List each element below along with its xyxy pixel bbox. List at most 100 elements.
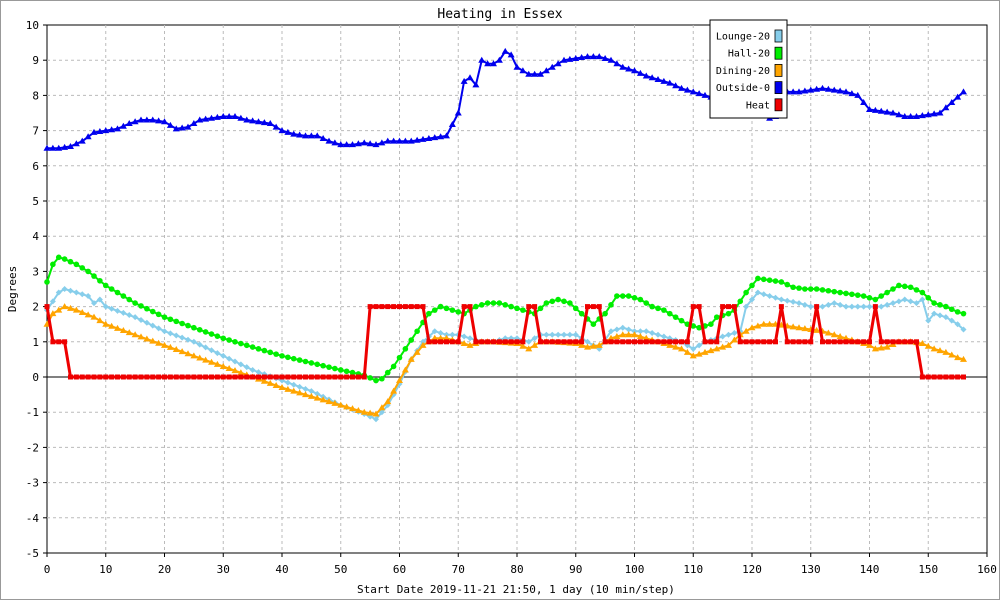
- data-point-hall-20: [408, 337, 415, 343]
- data-point-lounge-20: [255, 369, 262, 376]
- data-point-hall-20: [214, 333, 221, 339]
- data-point-heat: [837, 339, 843, 345]
- data-point-heat: [491, 339, 496, 345]
- data-point-lounge-20: [895, 298, 902, 305]
- legend-label-hall-20: Hall-20: [728, 49, 770, 60]
- data-point-hall-20: [690, 323, 697, 329]
- data-point-hall-20: [144, 305, 150, 312]
- data-point-lounge-20: [825, 301, 832, 308]
- legend-swatch-hall-20: [774, 46, 783, 60]
- data-point-outside-0: [883, 108, 891, 115]
- data-point-outside-0: [172, 125, 180, 132]
- data-point-dining-20: [137, 333, 145, 340]
- data-point-lounge-20: [649, 330, 656, 336]
- data-point-hall-20: [120, 293, 127, 299]
- data-point-hall-20: [238, 340, 244, 347]
- data-point-outside-0: [372, 141, 380, 148]
- data-point-heat: [261, 374, 267, 380]
- y-tick-label: 9: [32, 54, 39, 67]
- data-point-hall-20: [326, 364, 332, 370]
- data-point-hall-20: [743, 289, 749, 296]
- data-point-dining-20: [595, 341, 603, 348]
- data-point-hall-20: [520, 307, 526, 313]
- data-point-lounge-20: [120, 309, 127, 316]
- data-point-heat: [144, 374, 150, 380]
- data-point-dining-20: [290, 387, 298, 394]
- data-point-outside-0: [619, 63, 627, 70]
- data-point-hall-20: [437, 303, 444, 310]
- data-point-heat: [308, 374, 314, 380]
- data-point-heat: [103, 374, 109, 380]
- legend-swatch-heat: [774, 98, 783, 112]
- data-point-outside-0: [407, 137, 415, 144]
- data-point-outside-0: [343, 141, 351, 148]
- data-point-hall-20: [960, 310, 967, 317]
- data-point-heat: [855, 339, 861, 345]
- data-point-heat: [790, 339, 796, 345]
- legend-swatch-lounge-20: [774, 29, 783, 43]
- data-point-hall-20: [349, 369, 356, 376]
- data-point-heat: [784, 339, 790, 345]
- data-point-outside-0: [190, 120, 198, 127]
- x-tick-label: 120: [742, 563, 762, 576]
- data-point-heat: [573, 339, 579, 345]
- data-point-heat: [473, 339, 479, 345]
- data-point-outside-0: [807, 86, 815, 93]
- data-point-hall-20: [478, 302, 485, 308]
- y-tick-label: -4: [26, 512, 40, 525]
- data-point-heat: [167, 374, 173, 380]
- data-point-dining-20: [155, 339, 163, 346]
- data-point-outside-0: [507, 51, 515, 58]
- data-point-hall-20: [696, 324, 702, 331]
- data-point-heat: [279, 374, 285, 380]
- data-point-hall-20: [343, 368, 350, 375]
- data-point-outside-0: [907, 113, 915, 120]
- data-point-heat: [532, 304, 538, 310]
- data-point-outside-0: [566, 55, 574, 62]
- data-point-outside-0: [119, 122, 127, 129]
- data-point-dining-20: [936, 347, 944, 354]
- data-point-outside-0: [495, 56, 503, 63]
- x-tick-label: 60: [393, 563, 406, 576]
- data-point-outside-0: [625, 65, 633, 72]
- data-point-lounge-20: [308, 388, 315, 395]
- data-point-dining-20: [730, 336, 738, 343]
- data-point-outside-0: [272, 123, 280, 130]
- data-point-lounge-20: [373, 416, 379, 423]
- x-tick-label: 100: [625, 563, 645, 576]
- data-point-outside-0: [695, 90, 703, 97]
- data-point-heat: [367, 304, 373, 310]
- data-point-heat: [820, 339, 825, 345]
- data-point-hall-20: [813, 286, 820, 292]
- x-tick-label: 80: [510, 563, 523, 576]
- data-point-outside-0: [889, 109, 897, 116]
- x-tick-label: 90: [569, 563, 582, 576]
- data-point-lounge-20: [149, 322, 156, 329]
- data-point-heat: [919, 374, 925, 380]
- data-point-heat: [714, 339, 720, 345]
- data-point-lounge-20: [55, 289, 62, 296]
- data-point-lounge-20: [102, 303, 109, 310]
- data-point-heat: [44, 304, 50, 310]
- data-point-hall-20: [396, 354, 403, 361]
- data-point-outside-0: [96, 127, 104, 134]
- data-point-hall-20: [185, 322, 191, 329]
- data-point-dining-20: [883, 343, 891, 350]
- x-tick-label: 140: [860, 563, 880, 576]
- data-point-dining-20: [49, 310, 57, 317]
- data-point-dining-20: [102, 320, 110, 327]
- data-point-outside-0: [302, 132, 309, 139]
- data-point-hall-20: [79, 265, 86, 271]
- data-point-hall-20: [196, 327, 203, 333]
- y-tick-label: -5: [26, 547, 39, 560]
- data-point-outside-0: [43, 144, 51, 151]
- data-point-heat: [285, 374, 291, 380]
- data-point-hall-20: [737, 298, 744, 305]
- data-point-heat: [773, 339, 778, 345]
- data-point-dining-20: [836, 333, 844, 340]
- data-point-outside-0: [654, 76, 662, 83]
- data-point-dining-20: [219, 362, 227, 369]
- data-point-lounge-20: [67, 287, 74, 294]
- data-point-heat: [250, 374, 256, 380]
- data-point-lounge-20: [155, 325, 162, 332]
